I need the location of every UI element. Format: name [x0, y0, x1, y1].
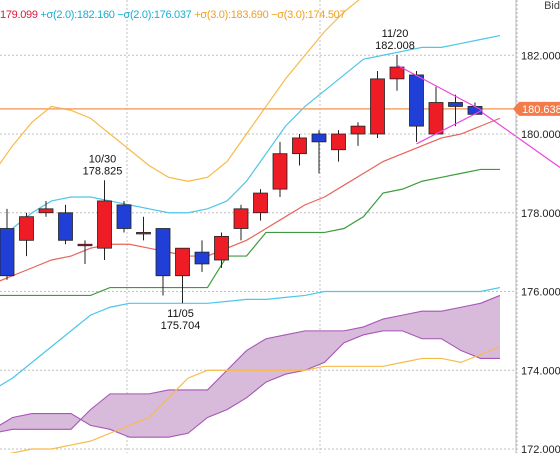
candle-body[interactable] [389, 66, 405, 80]
candle-body[interactable] [272, 153, 288, 190]
price-tag-label: 180.638 [522, 104, 560, 116]
sigma3-lower-line [9, 346, 501, 453]
candle-body[interactable] [233, 208, 249, 229]
moving-average-line [0, 117, 501, 282]
triangle-upper-line [396, 64, 483, 111]
y-tick-label: 178.000 [521, 208, 560, 220]
annotation-price: 178.825 [83, 165, 123, 177]
candle-body[interactable] [116, 204, 132, 229]
candle-body[interactable] [370, 78, 385, 135]
green-line [0, 168, 500, 297]
cloud-fill [0, 295, 500, 438]
annotation-date: 10/30 [89, 153, 117, 165]
cloud-span-a [0, 294, 501, 433]
candle-body[interactable] [194, 251, 210, 265]
candle-body[interactable] [292, 137, 307, 155]
triangle-projection-line [481, 111, 560, 168]
candle-body[interactable] [97, 200, 112, 249]
price-tag [513, 101, 560, 116]
candle-body[interactable] [155, 228, 171, 277]
candle-body[interactable] [409, 74, 424, 127]
candle-body[interactable] [350, 125, 366, 135]
y-tick-label: 182.000 [521, 50, 560, 62]
price-type-label: Bid [544, 0, 560, 12]
y-tick-label: 176.000 [521, 287, 560, 299]
legend-item: −σ(3.0):174.507 [268, 9, 346, 21]
candle-body[interactable] [0, 228, 15, 277]
annotation-price: 175.704 [161, 320, 201, 332]
price-axis[interactable]: 182.000 180.000 178.000 176.000 174.000 172.0… [513, 0, 560, 453]
indicator-legend: 179.099 +σ(2.0):182.160 −σ(2.0):176.037 … [0, 9, 346, 21]
cloud-span-b [0, 330, 500, 438]
legend-item: 179.099 [0, 9, 38, 21]
y-tick-label: 174.000 [521, 365, 560, 377]
candle-body[interactable] [311, 133, 327, 143]
candle-body[interactable] [77, 243, 93, 247]
annotation-date: 11/05 [167, 308, 194, 320]
y-tick-label: 172.000 [521, 444, 560, 453]
annotation-price: 182.008 [375, 40, 415, 52]
candle-body[interactable] [38, 208, 54, 214]
candle-body[interactable] [428, 102, 444, 135]
sigma3-upper-line [0, 0, 360, 182]
legend-item: +σ(2.0):182.160 [37, 9, 115, 21]
sigma2-upper-line [0, 34, 501, 240]
candle-body[interactable] [175, 247, 190, 277]
triangle-drawing[interactable] [396, 64, 560, 168]
candle-body[interactable] [19, 216, 34, 241]
sigma2-lower-line [0, 286, 501, 387]
candle-body[interactable] [214, 235, 229, 261]
ichimoku-cloud [0, 294, 501, 438]
legend-item: +σ(3.0):183.690 [191, 9, 269, 21]
candle-body[interactable] [58, 212, 73, 241]
y-tick-label: 180.000 [521, 129, 560, 141]
candle-body[interactable] [448, 102, 463, 107]
triangle-lower-line [416, 109, 483, 145]
candle-body[interactable] [331, 133, 346, 151]
annotation-date: 11/20 [382, 28, 409, 40]
candle-body[interactable] [136, 232, 151, 235]
legend-item: −σ(2.0):176.037 [114, 9, 192, 21]
candle-body[interactable] [253, 192, 268, 214]
candles[interactable] [0, 54, 483, 304]
indicator-lines [0, 0, 501, 453]
candle-body[interactable] [467, 106, 483, 115]
